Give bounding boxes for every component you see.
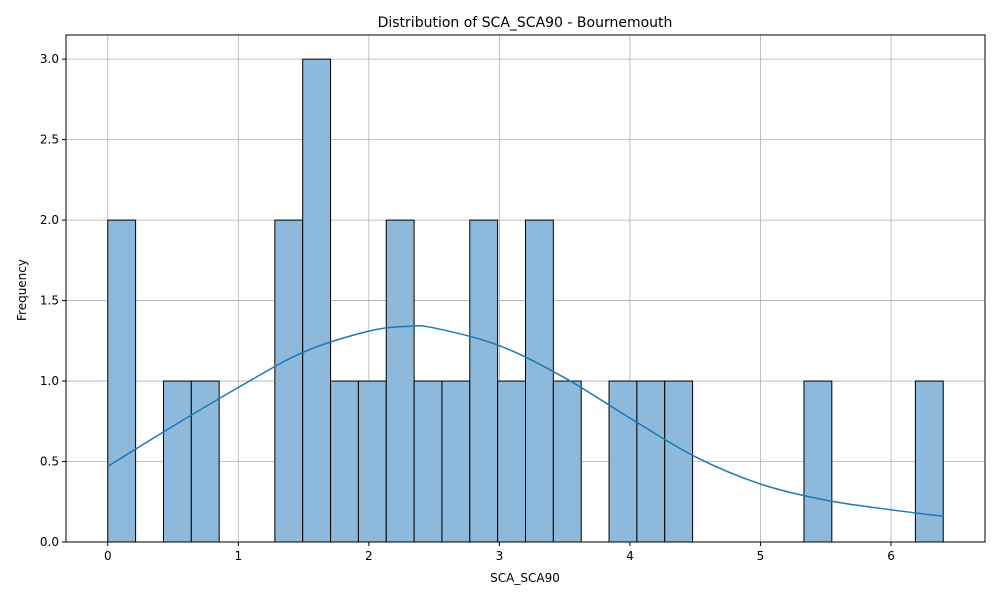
histogram-bar — [274, 219, 304, 543]
axes-frame — [65, 34, 986, 543]
histogram-bar — [525, 219, 554, 543]
kde-curve — [107, 324, 944, 517]
histogram-bar — [441, 380, 471, 543]
histogram-bar — [162, 380, 192, 543]
histogram-bar — [552, 380, 582, 543]
x-tick-label: 1 — [234, 549, 242, 563]
y-tick-label: 1.0 — [40, 374, 59, 388]
histogram-bar — [803, 380, 833, 543]
x-tick-label: 6 — [887, 549, 895, 563]
histogram-bar — [107, 219, 137, 543]
histogram-bar — [190, 380, 220, 543]
x-tick-label: 2 — [365, 549, 373, 563]
histogram-bar — [497, 380, 526, 543]
y-tick-label: 2.0 — [40, 213, 59, 227]
histogram-bar — [330, 380, 359, 543]
histogram-bar — [469, 219, 499, 543]
histogram-bar — [664, 380, 694, 543]
y-tick-label: 3.0 — [40, 52, 59, 66]
x-tick-label: 3 — [496, 549, 504, 563]
y-tick-label: 2.5 — [40, 133, 59, 147]
histogram-bar — [357, 380, 387, 543]
histogram-bar — [914, 380, 944, 543]
x-tick-label: 0 — [104, 549, 112, 563]
y-axis-ticks: 0.0 0.5 1.0 1.5 2.0 2.5 3.0 — [40, 52, 66, 549]
histogram-bar — [608, 380, 638, 543]
y-tick-label: 0.5 — [40, 455, 59, 469]
y-axis-label: Frequency — [15, 259, 29, 321]
x-tick-label: 5 — [757, 549, 765, 563]
x-axis-ticks: 0 1 2 3 4 5 6 — [104, 542, 895, 563]
histogram-bars — [107, 58, 944, 543]
y-tick-label: 0.0 — [40, 535, 59, 549]
histogram-bar — [302, 58, 332, 543]
histogram-bar — [385, 219, 415, 543]
x-tick-label: 4 — [626, 549, 634, 563]
x-axis-label: SCA_SCA90 — [490, 571, 560, 585]
chart-title: Distribution of SCA_SCA90 - Bournemouth — [378, 15, 673, 31]
axes-spine — [65, 34, 986, 543]
histogram-bar — [636, 380, 666, 543]
y-tick-label: 1.5 — [40, 294, 59, 308]
histogram-bar — [413, 380, 443, 543]
